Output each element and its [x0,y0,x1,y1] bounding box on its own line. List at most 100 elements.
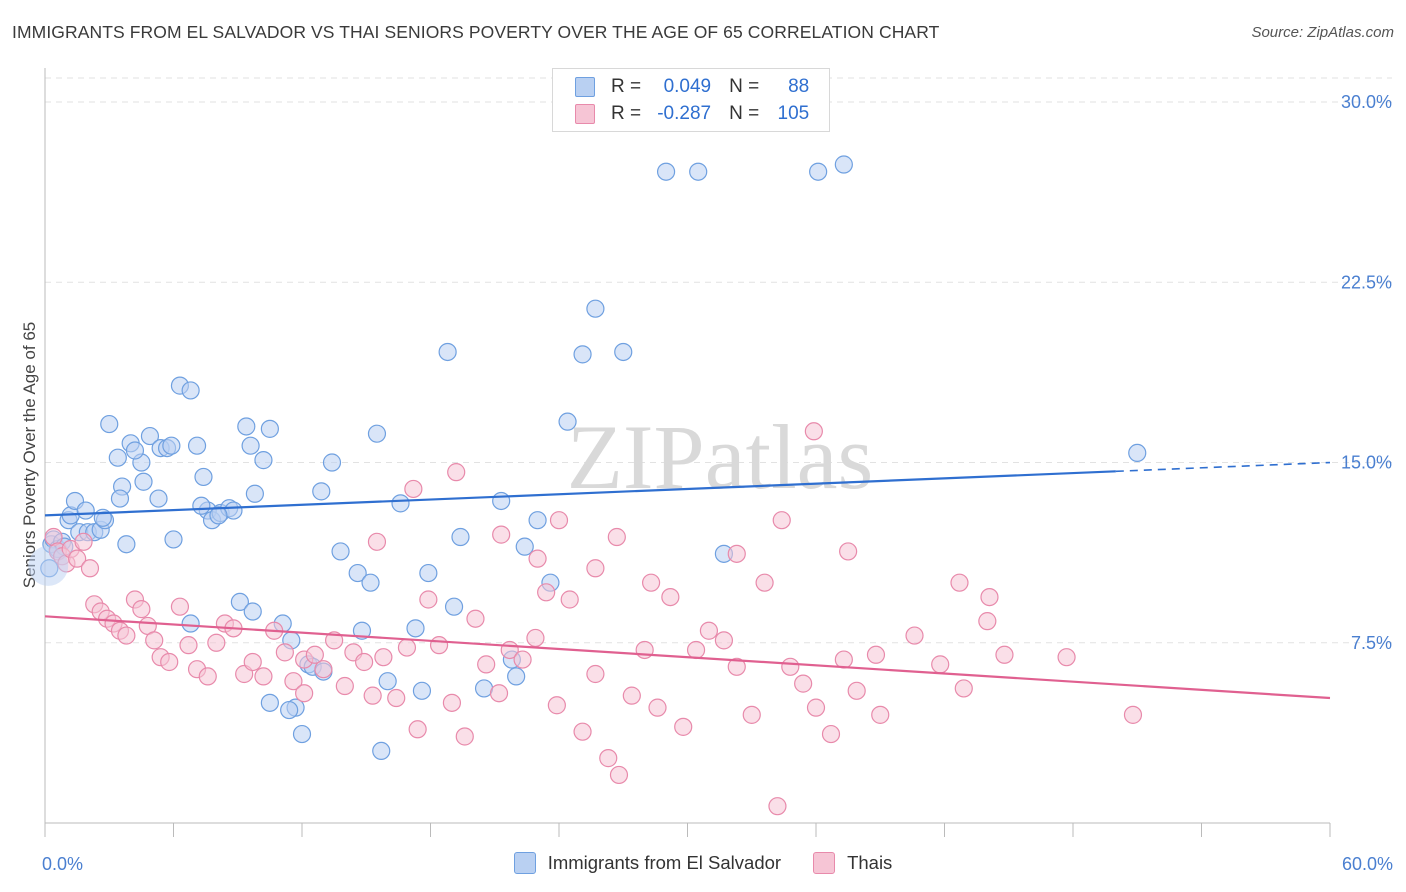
data-point [609,765,629,785]
legend-row-el-salvador: R = 0.049 N = 88 [575,74,809,100]
data-point [245,484,264,503]
data-point [622,686,641,705]
data-point [871,705,890,724]
data-point [727,544,746,563]
data-point [237,417,256,436]
data-point [528,549,547,568]
y-tick-label: 15.0% [1341,453,1392,473]
data-point [162,436,181,455]
data-point [374,648,393,667]
legend-swatch-blue [513,852,536,874]
data-point [361,573,380,592]
data-point [108,448,127,467]
data-point [260,419,279,438]
data-point [607,527,626,547]
data-point [447,463,466,482]
legend-r-value: -0.287 [657,103,712,124]
data-point [573,722,592,741]
data-point [160,652,179,672]
data-point [661,587,680,607]
cluster-point [28,545,69,586]
data-point [224,501,243,520]
data-point [194,467,213,487]
data-point [284,672,303,691]
data-point [117,535,136,554]
data-point [537,583,556,602]
data-point [528,511,547,530]
data-point [125,441,145,460]
data-point [412,681,432,700]
data-point [614,342,633,362]
data-point [586,664,605,684]
data-point [466,609,485,628]
data-point [507,667,526,686]
data-point [834,155,853,174]
data-point [408,720,427,739]
data-point [586,299,605,318]
data-point [714,631,734,650]
legend-item-el-salvador[interactable]: Immigrants from El Salvador [513,852,782,874]
data-point [314,660,333,679]
data-point [847,681,866,700]
data-point [68,549,87,568]
data-point [438,342,457,362]
legend-n-label: N = [729,103,760,124]
data-point [280,700,299,720]
x-tick-label: 60.0% [1342,854,1393,874]
data-point [145,631,164,650]
data-point [181,614,200,633]
data-point [599,749,618,768]
data-point [586,559,605,578]
data-point [419,590,438,609]
data-point [980,587,999,607]
data-point [355,652,374,672]
data-point [492,525,511,544]
chart-title: IMMIGRANTS FROM EL SALVADOR VS THAI SENI… [12,22,940,42]
data-point [292,724,312,744]
data-point [170,597,190,616]
data-point [954,679,973,698]
series-layer [28,155,1147,816]
data-point [1123,705,1143,724]
data-point [164,530,183,549]
data-point [335,676,354,696]
data-point [489,684,509,703]
data-point [140,426,160,446]
data-point [526,628,545,648]
axes [44,68,1331,837]
data-point [781,657,800,676]
data-point [295,684,314,703]
legend-label: Immigrants from El Salvador [547,852,782,873]
data-point [275,643,294,662]
data-point [995,645,1014,664]
legend-label: Thais [847,852,893,873]
data-point [455,727,474,746]
data-point [134,472,153,491]
legend-row-thais: R = -0.287 N = 105 [575,101,809,127]
data-point [755,573,774,592]
chart-source: Source: ZipAtlas.com [1251,24,1394,41]
y-tick-label: 22.5% [1341,272,1392,292]
data-point [866,645,886,664]
data-point [372,741,391,761]
correlation-legend: R = 0.049 N = 88 R = -0.287 N = 105 [552,68,830,132]
data-point [312,482,331,501]
data-point [254,667,273,686]
data-point [686,640,706,660]
data-point [243,602,262,621]
data-point [207,633,226,652]
data-point [513,650,532,669]
data-point [834,650,853,669]
data-point [560,590,579,609]
data-point [429,636,449,655]
trend-line [44,615,1331,700]
legend-swatch-pink [575,104,595,124]
data-point [348,563,367,583]
legend-item-thais[interactable]: Thais [813,852,892,874]
data-point [573,345,592,364]
data-point [515,537,534,556]
data-point [809,162,828,181]
legend-r-label: R = [611,76,642,97]
data-point [192,496,211,515]
